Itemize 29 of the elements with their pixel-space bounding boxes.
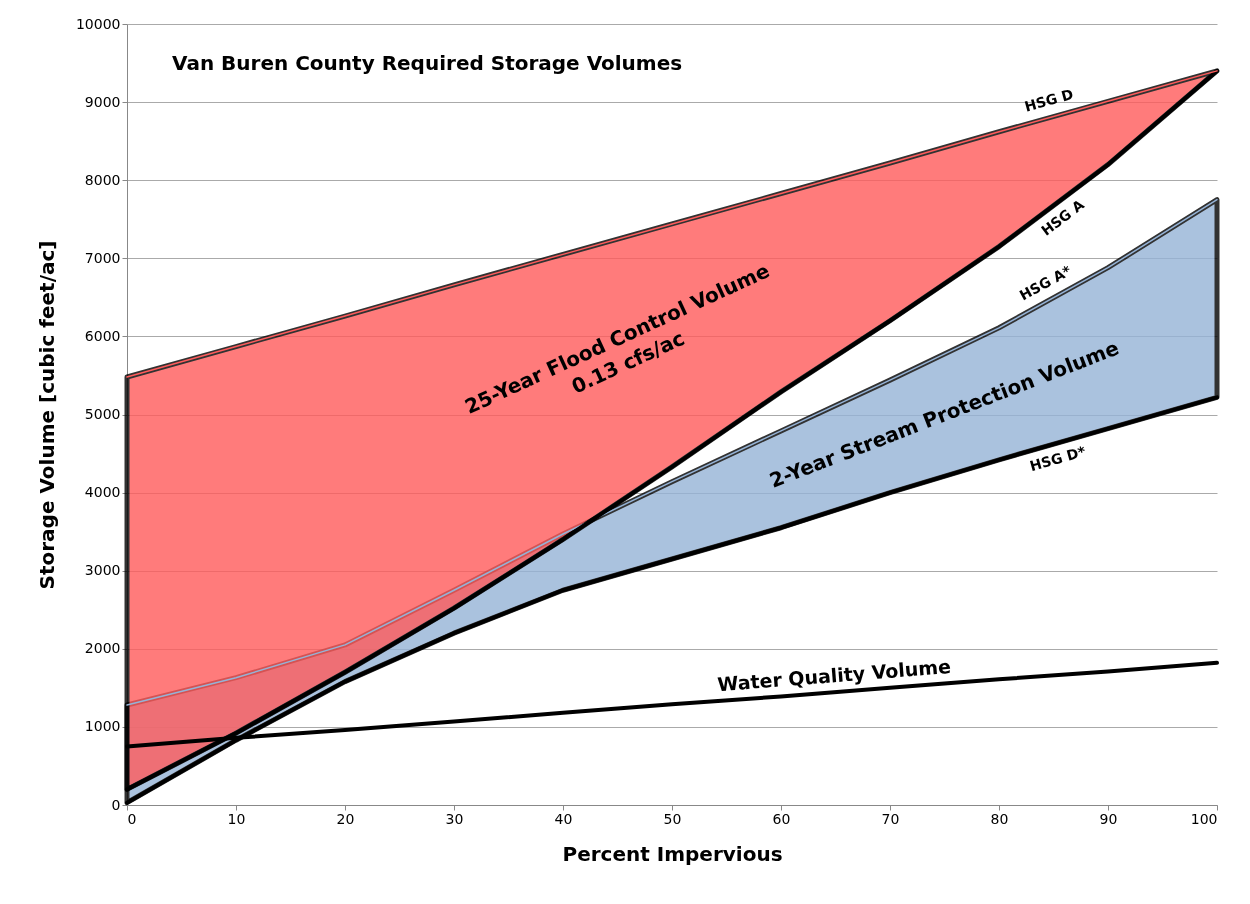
y-tick-label: 7000: [84, 249, 121, 266]
y-tick-label: 8000: [84, 171, 121, 188]
text: HSG D*: [1027, 442, 1088, 475]
y-tick-label: 0: [111, 796, 121, 813]
text: HSG D: [1022, 85, 1076, 115]
text: Van Buren County Required Storage Volumes: [172, 51, 683, 75]
x-tick-label: 0: [127, 810, 137, 827]
series-label: Water Quality Volume: [716, 655, 952, 696]
y-axis-title: Storage Volume [cubic feet/ac]: [34, 240, 59, 590]
x-tick-label: 50: [663, 810, 682, 827]
x-tick-label: 60: [772, 810, 791, 827]
text: HSG A*: [1016, 261, 1075, 304]
y-tick-label: 6000: [84, 327, 121, 344]
y-tick-label: 2000: [84, 640, 121, 657]
y-tick-label: 10000: [75, 15, 121, 32]
x-tick-label: 100: [1190, 810, 1218, 827]
y-tick-label: 5000: [84, 406, 121, 422]
x-axis-title: Percent Impervious: [562, 841, 783, 866]
x-tick-label: 90: [1099, 810, 1118, 827]
y-tick-label: 1000: [84, 718, 121, 735]
y-tick-label: 3000: [84, 562, 121, 579]
y-tick-label: 4000: [84, 484, 121, 501]
x-tick-label: 70: [881, 810, 900, 827]
x-tick-label: 40: [554, 810, 573, 827]
x-tick-label: 80: [990, 810, 1009, 827]
x-tick-label: 20: [336, 810, 355, 827]
x-tick-label: 10: [227, 810, 246, 827]
y-tick-label: 9000: [84, 93, 121, 110]
x-tick-label: 30: [445, 810, 464, 827]
